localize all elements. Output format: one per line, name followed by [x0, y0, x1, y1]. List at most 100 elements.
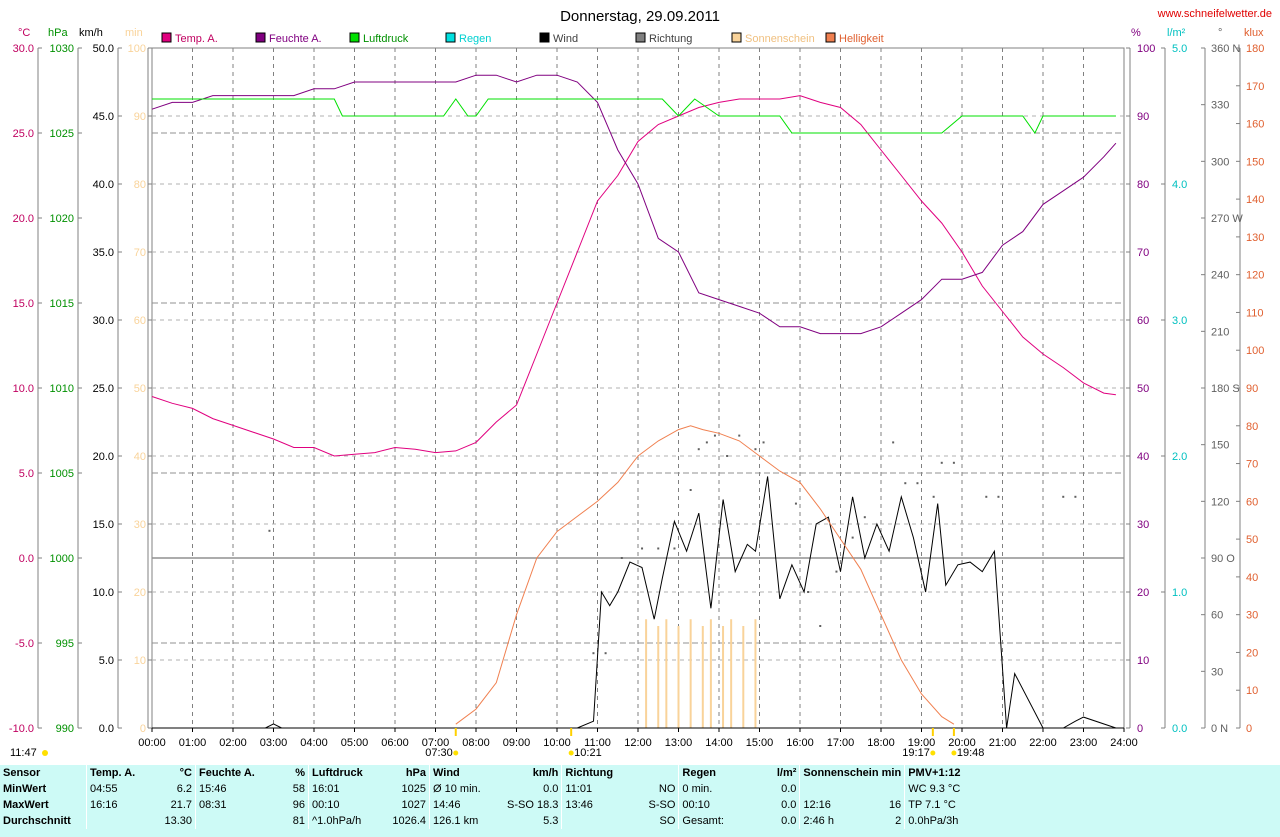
rain-total-label: Gesamt:: [678, 813, 750, 829]
wind-gust-dot: [892, 441, 895, 444]
sun-row2: 16: [888, 799, 902, 811]
legend-swatch-6: [731, 32, 742, 43]
sun-icon: [930, 750, 936, 756]
dir-avg: SO: [659, 815, 676, 827]
x-tick-label: 10:00: [543, 737, 571, 749]
dir-tick-label: 240: [1211, 270, 1229, 282]
legend-label-7: Helligkeit: [839, 33, 884, 45]
hum-tick-label: 60: [1137, 315, 1149, 327]
series-luftdruck: [152, 98, 1116, 134]
pmv-row3: 0.0hPa/3h: [904, 813, 1032, 829]
wind-gust-dot: [268, 529, 271, 532]
wind-gust-dot: [604, 652, 607, 655]
x-tick-label: 01:00: [179, 737, 207, 749]
wind-max-value: 18.3: [536, 799, 559, 811]
x-tick-label: 02:00: [219, 737, 247, 749]
klux-tick-label: 160: [1246, 119, 1264, 131]
x-tick-label: 08:00: [462, 737, 490, 749]
temp-min-time: 04:55: [86, 781, 155, 797]
sun-row1: [870, 781, 905, 797]
sun-tick-label: 90: [134, 111, 146, 123]
wind-gust-dot: [705, 441, 708, 444]
legend-swatch-1: [255, 32, 266, 43]
x-tick-label: 00:00: [138, 737, 166, 749]
dir-unit-label: °: [1218, 27, 1222, 39]
wind-gust-dot: [754, 448, 757, 451]
temp-unit: °C: [179, 767, 192, 779]
dir-tick-label: 0 N: [1211, 723, 1228, 735]
series-wind: [152, 476, 1117, 729]
rain-row2: 0.0: [781, 799, 797, 811]
rain-row2-time: 00:10: [678, 797, 750, 813]
sun-icon: [453, 750, 459, 756]
temp-tick-label: 30.0: [13, 43, 34, 55]
hum-tick-label: 10: [1137, 655, 1149, 667]
grid: [152, 48, 1124, 728]
hum-tick-label: 90: [1137, 111, 1149, 123]
sun-tick-label: 0: [140, 723, 146, 735]
dir-tick-label: 300: [1211, 156, 1229, 168]
sun-row2-time: 12:16: [799, 797, 870, 813]
x-tick-label: 13:00: [665, 737, 693, 749]
x-tick-label: 04:00: [300, 737, 328, 749]
series-temp-a: [151, 95, 1116, 457]
wind-gust-dot: [997, 495, 1000, 498]
pmv-row1: WC 9.3 °C: [904, 781, 1032, 797]
sun-tick-label: 40: [134, 451, 146, 463]
press-tick-label: 1020: [50, 213, 74, 225]
marker-label-0: 11:47: [10, 747, 37, 759]
press-tick-label: 995: [56, 638, 74, 650]
marker-label-4: 19:48: [957, 747, 985, 759]
wind-gust-dot: [940, 461, 943, 464]
klux-tick-label: 100: [1246, 345, 1264, 357]
marker-label-3: 19:17: [902, 747, 930, 759]
dir-min-time: 11:01: [561, 781, 627, 797]
x-tick-label: 24:00: [1110, 737, 1138, 749]
press-unit: hPa: [405, 767, 426, 779]
temp-tick-label: 10.0: [13, 383, 34, 395]
dir-tick-label: 210: [1211, 326, 1229, 338]
klux-tick-label: 30: [1246, 610, 1258, 622]
dir-tick-label: 180 S: [1211, 383, 1240, 395]
klux-tick-label: 180: [1246, 43, 1264, 55]
hum-head: Feuchte A.: [195, 765, 274, 781]
wind-gust-dot: [807, 591, 810, 593]
marker-label-2: 10:21: [574, 747, 602, 759]
wind-gust-dot: [673, 547, 676, 550]
klux-tick-label: 120: [1246, 270, 1264, 282]
sun-tick-label: 60: [134, 315, 146, 327]
x-tick-label: 06:00: [381, 737, 409, 749]
wind-gust-dot: [794, 502, 797, 505]
dir-tick-label: 60: [1211, 610, 1223, 622]
x-tick-label: 15:00: [746, 737, 774, 749]
dir-tick-label: 150: [1211, 440, 1229, 452]
temp-avg: 13.30: [164, 815, 192, 827]
press-max-time: 00:10: [308, 797, 379, 813]
dir-head: Richtung: [561, 765, 627, 781]
hum-tick-label: 100: [1137, 43, 1155, 55]
rain-tick-label: 4.0: [1172, 179, 1187, 191]
wind-tick-label: 5.0: [99, 655, 114, 667]
wind-tick-label: 35.0: [93, 247, 114, 259]
rain-tick-label: 5.0: [1172, 43, 1187, 55]
legend-label-3: Regen: [459, 33, 491, 45]
wind-max: S-SO 18.3: [504, 797, 562, 813]
dir-tick-label: 30: [1211, 666, 1223, 678]
series-helligkeit: [455, 425, 955, 725]
sun-unit-label: min: [125, 27, 143, 39]
press-tick-label: 1015: [50, 298, 74, 310]
rain-tick-label: 0.0: [1172, 723, 1187, 735]
site-url[interactable]: www.schneifelwetter.de: [1157, 8, 1272, 20]
wind-gust-dot: [863, 516, 866, 519]
legend-label-1: Feuchte A.: [269, 33, 322, 45]
wind-gust-dot: [689, 489, 692, 491]
wind-tick-label: 40.0: [93, 179, 114, 191]
hum-avg: 81: [292, 815, 305, 827]
wind-tick-label: 25.0: [93, 383, 114, 395]
sun-icon: [42, 750, 48, 756]
dir-avg-label: [561, 813, 627, 829]
sun-icon: [951, 750, 957, 756]
wind-min: 0.0: [543, 783, 559, 795]
temp-tick-label: -10.0: [9, 723, 34, 735]
x-tick-label: 03:00: [260, 737, 288, 749]
